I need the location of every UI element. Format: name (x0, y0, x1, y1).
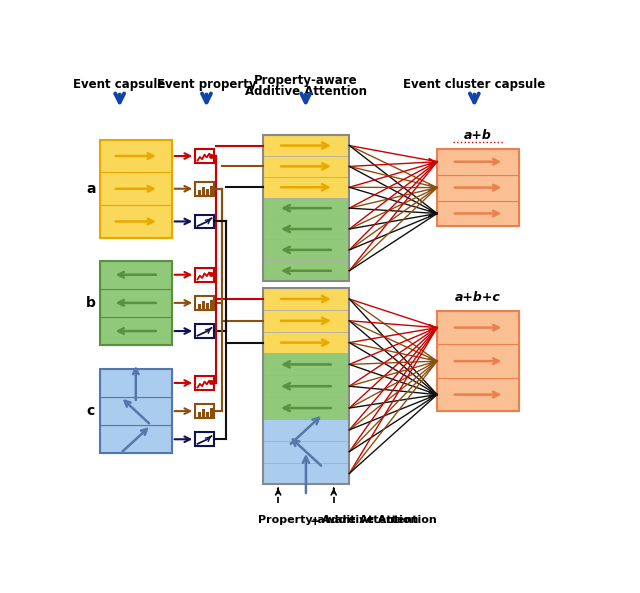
Bar (262, 375, 349, 397)
Bar (195, 324, 214, 338)
Bar (262, 135, 349, 281)
Bar (262, 177, 349, 197)
Bar (437, 345, 519, 378)
Text: Event capsule: Event capsule (74, 78, 166, 91)
Bar (202, 187, 205, 195)
Bar (206, 189, 209, 195)
Text: Property-aware: Property-aware (254, 74, 358, 87)
Text: a: a (86, 181, 95, 196)
Bar (195, 268, 214, 282)
Bar (195, 404, 214, 418)
Bar (100, 317, 172, 345)
Bar (195, 296, 214, 310)
Bar (262, 331, 349, 353)
Bar (262, 397, 349, 419)
Bar (210, 186, 213, 195)
Bar (437, 311, 519, 345)
Bar (100, 261, 172, 345)
Bar (262, 441, 349, 463)
Bar (210, 408, 213, 417)
Bar (100, 173, 172, 205)
Bar (262, 353, 349, 375)
Bar (262, 288, 349, 310)
Bar (437, 378, 519, 412)
Bar (437, 149, 519, 227)
Bar (262, 288, 349, 484)
Bar (100, 205, 172, 238)
Bar (195, 182, 214, 196)
Bar (195, 215, 214, 228)
Bar (262, 260, 349, 281)
Text: Event cluster capsule: Event cluster capsule (403, 78, 545, 91)
Bar (100, 369, 172, 397)
Bar (437, 200, 519, 227)
Text: a+b: a+b (464, 129, 492, 142)
Bar (437, 149, 519, 175)
Bar (206, 412, 209, 417)
Bar (262, 419, 349, 441)
Bar (262, 197, 349, 219)
Text: Additive Attention: Additive Attention (244, 85, 367, 98)
Text: c: c (87, 404, 95, 418)
Bar (262, 156, 349, 177)
Bar (100, 139, 172, 238)
Text: Additive Attention: Additive Attention (321, 515, 436, 525)
Bar (262, 219, 349, 240)
Text: Event property: Event property (157, 78, 256, 91)
Text: +: + (309, 515, 320, 528)
Bar (198, 190, 201, 195)
Bar (100, 261, 172, 289)
Bar (100, 289, 172, 317)
Bar (100, 369, 172, 453)
Bar (198, 304, 201, 309)
Bar (202, 301, 205, 309)
Text: Property-aware Attention: Property-aware Attention (257, 515, 418, 525)
Bar (198, 413, 201, 417)
Bar (210, 299, 213, 309)
Bar (100, 425, 172, 453)
Bar (206, 304, 209, 309)
Bar (195, 376, 214, 390)
Bar (437, 175, 519, 200)
Bar (262, 135, 349, 156)
Bar (262, 463, 349, 484)
Text: b: b (86, 296, 96, 310)
Bar (437, 311, 519, 412)
Bar (262, 240, 349, 260)
Bar (262, 310, 349, 331)
Bar (202, 409, 205, 417)
Bar (100, 397, 172, 425)
Bar (195, 432, 214, 446)
Bar (100, 140, 172, 173)
Bar (195, 149, 214, 163)
Text: a+b+c: a+b+c (455, 291, 501, 304)
